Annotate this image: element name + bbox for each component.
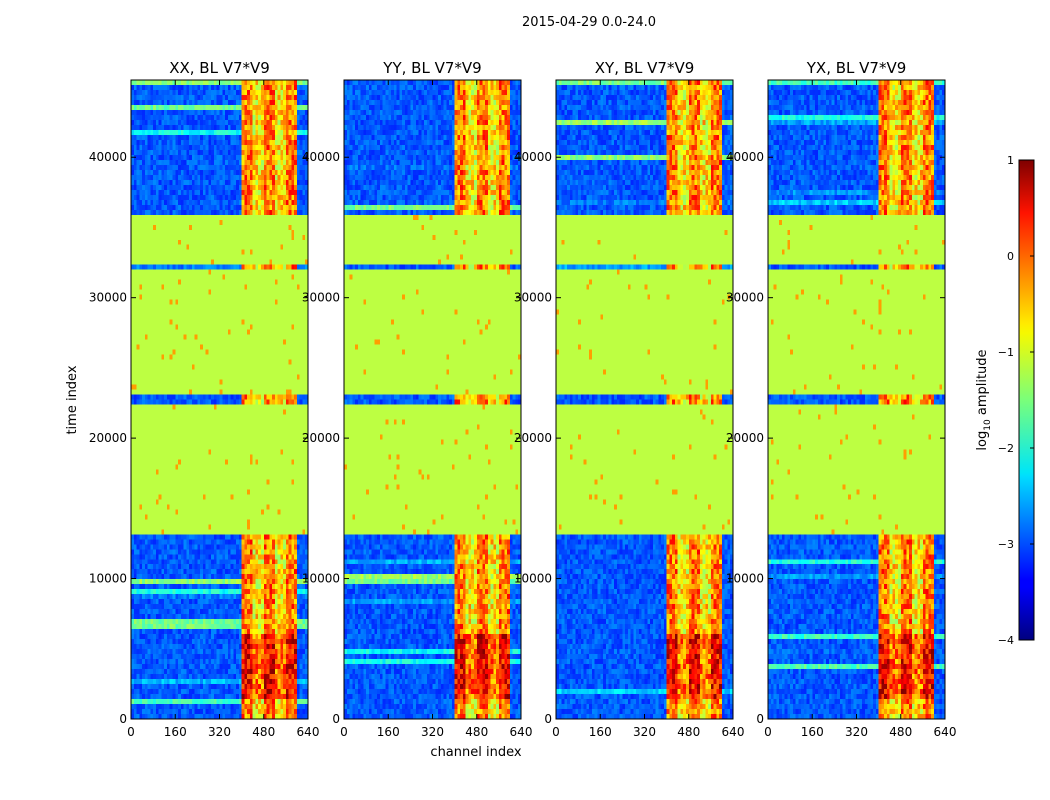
colorbar-label: log10 amplitude [975, 349, 993, 450]
x-tick-label: 0 [764, 725, 772, 739]
x-tick-label: 320 [845, 725, 868, 739]
colorbar-label-suffix: amplitude [975, 349, 990, 419]
colorbar-tick-label: −2 [998, 442, 1014, 455]
colorbar-tick-label: 0 [1007, 250, 1014, 263]
x-tick-label: 160 [377, 725, 400, 739]
x-tick-label: 480 [465, 725, 488, 739]
y-axis-label: time index [65, 365, 80, 434]
x-tick-label: 320 [421, 725, 444, 739]
x-tick-label: 0 [340, 725, 348, 739]
panel-yx: YX, BL V7*V9 0 160 320 480 640 0 10000 20000 3000… [726, 59, 957, 739]
y-tick-label: 0 [756, 712, 764, 726]
x-tick-label: 160 [589, 725, 612, 739]
colorbar-tick-label: −1 [998, 346, 1014, 359]
panel-title: YY, BL V7*V9 [382, 59, 481, 77]
x-tick-label: 640 [934, 725, 957, 739]
heatmap-yy [344, 80, 521, 719]
y-tick-label: 20000 [302, 431, 340, 445]
colorbar-tick-label: −4 [998, 634, 1014, 647]
x-tick-label: 160 [164, 725, 187, 739]
panel-title: XX, BL V7*V9 [169, 59, 270, 77]
x-tick-label: 160 [801, 725, 824, 739]
y-tick-label: 20000 [514, 431, 552, 445]
x-tick-label: 320 [633, 725, 656, 739]
x-tick-label: 480 [677, 725, 700, 739]
x-tick-label: 480 [252, 725, 275, 739]
colorbar-ticks: 1 0 −1 −2 −3 −4 [998, 154, 1034, 647]
y-tick-label: 30000 [514, 291, 552, 305]
y-tick-label: 20000 [89, 431, 127, 445]
panel-xx: XX, BL V7*V9 0 160 320 480 640 0 10000 20000 3000… [89, 59, 320, 739]
x-tick-label: 640 [297, 725, 320, 739]
y-tick-label: 40000 [726, 150, 764, 164]
x-axis-label: channel index [430, 745, 521, 760]
y-tick-label: 30000 [302, 291, 340, 305]
x-tick-label: 640 [722, 725, 745, 739]
y-tick-label: 0 [332, 712, 340, 726]
y-tick-label: 10000 [302, 572, 340, 586]
colorbar-tick-label: −3 [998, 538, 1014, 551]
heatmap-xy [556, 80, 733, 719]
colorbar-tick-label: 1 [1007, 154, 1014, 167]
y-tick-label: 10000 [726, 572, 764, 586]
y-tick-label: 30000 [89, 291, 127, 305]
y-tick-label: 0 [119, 712, 127, 726]
x-tick-label: 0 [127, 725, 135, 739]
panels-group: XX, BL V7*V9 0 160 320 480 640 0 10000 20000 3000… [89, 59, 957, 739]
panel-title: XY, BL V7*V9 [595, 59, 695, 77]
y-tick-label: 10000 [514, 572, 552, 586]
colorbar: 10−1−2−3−4 log10 amplitude [975, 154, 1035, 647]
panel-xy: XY, BL V7*V9 0 160 320 480 640 0 10000 20000 3000… [514, 59, 745, 739]
heatmap-yx [768, 80, 945, 719]
heatmap-xx [131, 80, 308, 719]
colorbar-label-subscript: 10 [983, 419, 993, 431]
y-tick-label: 20000 [726, 431, 764, 445]
y-tick-label: 30000 [726, 291, 764, 305]
x-tick-label: 320 [208, 725, 231, 739]
x-tick-label: 640 [510, 725, 533, 739]
y-tick-label: 10000 [89, 572, 127, 586]
x-tick-label: 0 [552, 725, 560, 739]
x-tick-label: 480 [889, 725, 912, 739]
panel-title: YX, BL V7*V9 [806, 59, 907, 77]
y-tick-label: 40000 [89, 150, 127, 164]
y-tick-label: 40000 [514, 150, 552, 164]
y-tick-label: 0 [544, 712, 552, 726]
y-tick-label: 40000 [302, 150, 340, 164]
figure-suptitle: 2015-04-29 0.0-24.0 [522, 15, 656, 30]
colorbar-gradient [1018, 159, 1035, 641]
panel-yy: YY, BL V7*V9 0 160 320 480 640 0 10000 20000 3000… [302, 59, 533, 739]
colorbar-label-prefix: log [975, 431, 990, 451]
